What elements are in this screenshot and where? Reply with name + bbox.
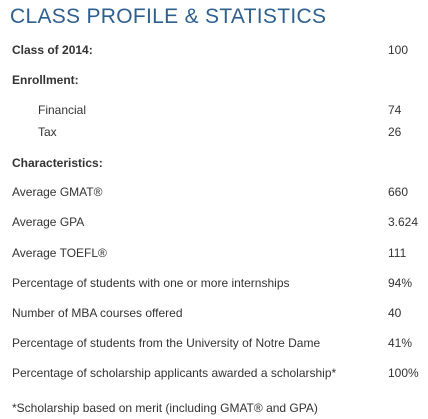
row-label: Average TOEFL® (12, 246, 107, 260)
row-value: 660 (388, 185, 409, 199)
row-value: 26 (388, 125, 402, 139)
section-heading: Characteristics: (12, 156, 103, 170)
row-label: Tax (38, 125, 57, 139)
row-label: Average GMAT® (12, 185, 103, 199)
row-label: Financial (38, 103, 87, 117)
row-label: Percentage of students with one or more … (12, 276, 290, 290)
row-label: Average GPA (12, 215, 85, 229)
row-label: Percentage of scholarship applicants awa… (12, 366, 337, 380)
section-heading: Enrollment: (12, 73, 79, 87)
footnote: *Scholarship based on merit (including G… (12, 401, 318, 415)
row-value: 100 (388, 43, 409, 57)
row-value: 3.624 (388, 215, 419, 229)
row-value: 41% (388, 336, 413, 350)
row-value: 94% (388, 276, 413, 290)
row-value: 74 (388, 103, 402, 117)
page-title: CLASS PROFILE & STATISTICS (10, 5, 327, 28)
row-value: 111 (388, 246, 407, 260)
row-label: Number of MBA courses offered (12, 306, 183, 320)
row-value: 40 (388, 306, 402, 320)
row-label: Class of 2014: (12, 43, 93, 57)
row-value: 100% (388, 366, 419, 380)
row-label: Percentage of students from the Universi… (12, 336, 321, 350)
